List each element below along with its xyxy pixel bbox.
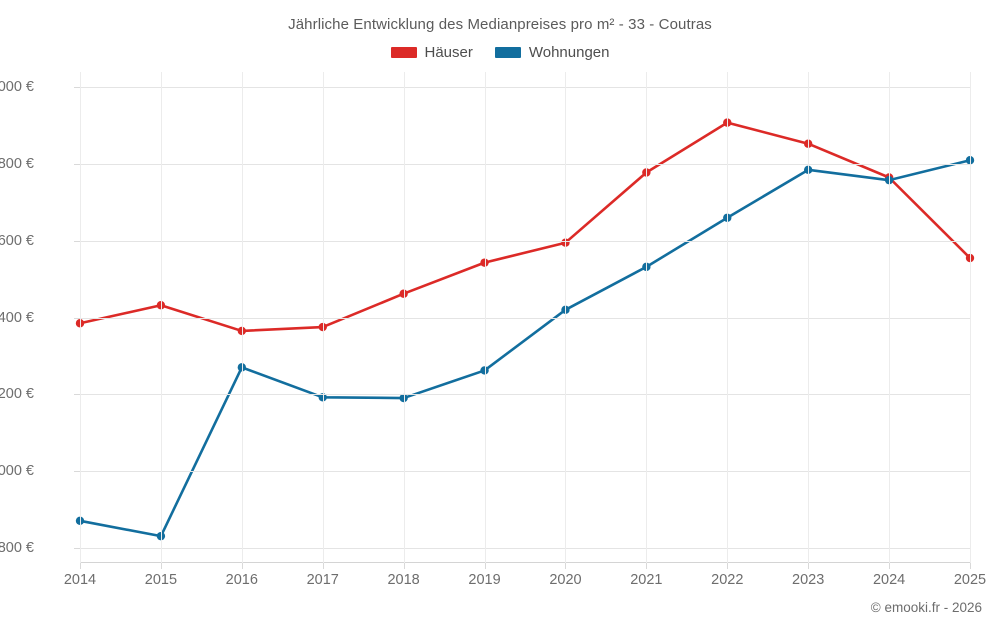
x-tick-mark	[160, 563, 162, 569]
y-gridline	[80, 240, 970, 242]
data-point[interactable]	[561, 305, 570, 315]
y-gridline	[80, 164, 970, 166]
x-tick-mark	[727, 563, 729, 569]
plot-area: 800 € 1 000 € 1 200 € 1 400 € 1 600 € 1 800 €…	[0, 72, 986, 588]
chart-legend: Häuser Wohnungen	[0, 44, 1000, 61]
x-gridline	[727, 72, 729, 563]
x-tick-mark	[808, 563, 810, 569]
x-tick-mark	[322, 563, 324, 569]
y-tick-mark	[74, 317, 80, 319]
footer-credit: © emooki.fr - 2026	[870, 600, 982, 615]
y-axis-tick-label: 1 600 €	[0, 232, 34, 249]
y-tick-mark	[74, 547, 80, 549]
x-axis-tick-label: 2019	[468, 572, 501, 588]
x-axis-tick-label: 2025	[953, 572, 987, 588]
x-tick-mark	[80, 563, 81, 569]
legend-item-hauser[interactable]: Häuser	[390, 44, 473, 61]
x-tick-mark	[889, 563, 891, 569]
data-point[interactable]	[561, 238, 570, 247]
x-axis-tick-label: 2020	[549, 572, 582, 588]
x-axis-tick-label: 2024	[872, 572, 906, 588]
x-gridline	[241, 72, 243, 563]
legend-item-label: Wohnungen	[528, 44, 610, 61]
y-tick-mark	[74, 240, 80, 242]
y-axis-tick-label: 2 000 €	[0, 79, 34, 96]
y-tick-mark	[74, 87, 80, 89]
x-gridline	[80, 72, 81, 563]
x-tick-mark	[646, 563, 648, 569]
y-tick-mark	[74, 164, 80, 166]
x-axis-tick-label: 2017	[306, 572, 339, 588]
y-gridline	[80, 394, 970, 396]
series-line-2	[78, 158, 972, 538]
x-gridline	[160, 72, 162, 563]
x-axis-tick-label: 2015	[144, 572, 178, 588]
x-gridline	[403, 72, 405, 563]
line-swatch-icon	[390, 47, 417, 58]
y-gridline	[80, 547, 970, 549]
x-gridline	[565, 72, 567, 563]
x-tick-mark	[241, 563, 243, 569]
x-tick-mark	[403, 563, 405, 569]
legend-item-label: Häuser	[424, 44, 473, 61]
x-gridline	[646, 72, 648, 563]
x-axis-tick-label: 2021	[630, 572, 663, 588]
page-title: Jährliche Entwicklung des Medianpreises …	[288, 16, 712, 33]
series-line-1	[78, 121, 972, 333]
y-tick-mark	[74, 470, 80, 472]
x-axis-tick-label: 2023	[792, 572, 825, 588]
y-axis-tick-label: 800 €	[0, 539, 34, 556]
x-gridline	[808, 72, 810, 563]
x-gridline	[889, 72, 891, 563]
x-axis-tick-label: 2014	[63, 572, 97, 588]
x-tick-mark	[565, 563, 567, 569]
x-gridline	[322, 72, 324, 563]
x-tick-mark	[970, 563, 971, 569]
y-axis-tick-label: 1 800 €	[0, 156, 34, 173]
y-axis-tick-label: 1 200 €	[0, 386, 34, 403]
y-axis-tick-label: 1 400 €	[0, 309, 34, 326]
x-axis-line	[80, 562, 970, 563]
x-tick-mark	[484, 563, 486, 569]
legend-item-wohnungen[interactable]: Wohnungen	[494, 44, 610, 61]
series-layer	[75, 118, 975, 541]
y-axis-tick-label: 1 000 €	[0, 462, 34, 479]
y-gridline	[80, 317, 970, 319]
y-gridline	[80, 470, 970, 472]
x-axis-tick-label: 2022	[711, 572, 744, 588]
line-swatch-icon	[494, 47, 521, 58]
x-gridline	[970, 72, 971, 563]
x-axis-tick-label: 2018	[387, 572, 420, 588]
x-gridline	[484, 72, 486, 563]
y-tick-mark	[74, 394, 80, 396]
x-axis-tick-label: 2016	[225, 572, 258, 588]
y-gridline	[80, 87, 970, 89]
